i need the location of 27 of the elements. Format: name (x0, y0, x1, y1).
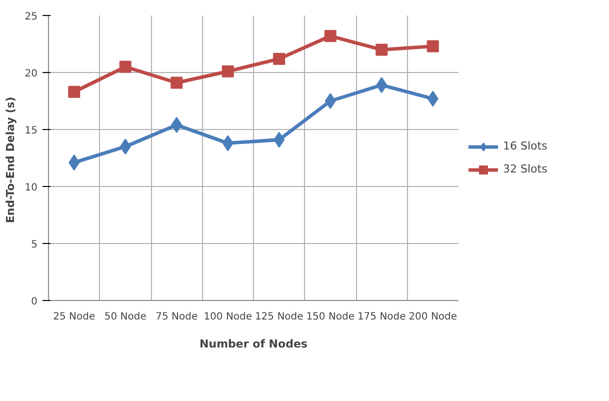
y-tick-label: 25 (24, 12, 38, 22)
point (324, 93, 336, 109)
x-tick-label: 200 Node (408, 312, 458, 322)
point (273, 52, 286, 65)
y-tick-label: 5 (31, 240, 38, 250)
x-tick-label: 125 Node (254, 312, 304, 322)
x-tick-label: 150 Node (306, 312, 355, 322)
legend-label: 32 Slots (503, 162, 548, 176)
point (426, 40, 439, 52)
point (68, 86, 80, 98)
y-tick-label: 10 (24, 182, 38, 194)
point (324, 30, 336, 42)
point (119, 60, 132, 73)
y-tick-label: 15 (24, 126, 38, 136)
x-tick-label: 100 Node (204, 312, 252, 322)
x-tick-label: 175 Node (357, 312, 406, 322)
y-tick-label: 20 (24, 68, 38, 80)
point (376, 44, 388, 56)
point (222, 65, 234, 78)
x-tick-label: 25 Node (53, 312, 96, 322)
x-tick-label: 75 Node (156, 312, 198, 322)
y-axis-title: End-To-End Delay (s) (4, 96, 17, 224)
y-tick-label: 0 (31, 296, 38, 308)
legend-label: 16 Slots (503, 140, 548, 152)
point (170, 76, 183, 89)
x-axis-title: Number of Nodes (200, 338, 308, 350)
x-tick-label: 50 Node (104, 312, 146, 322)
